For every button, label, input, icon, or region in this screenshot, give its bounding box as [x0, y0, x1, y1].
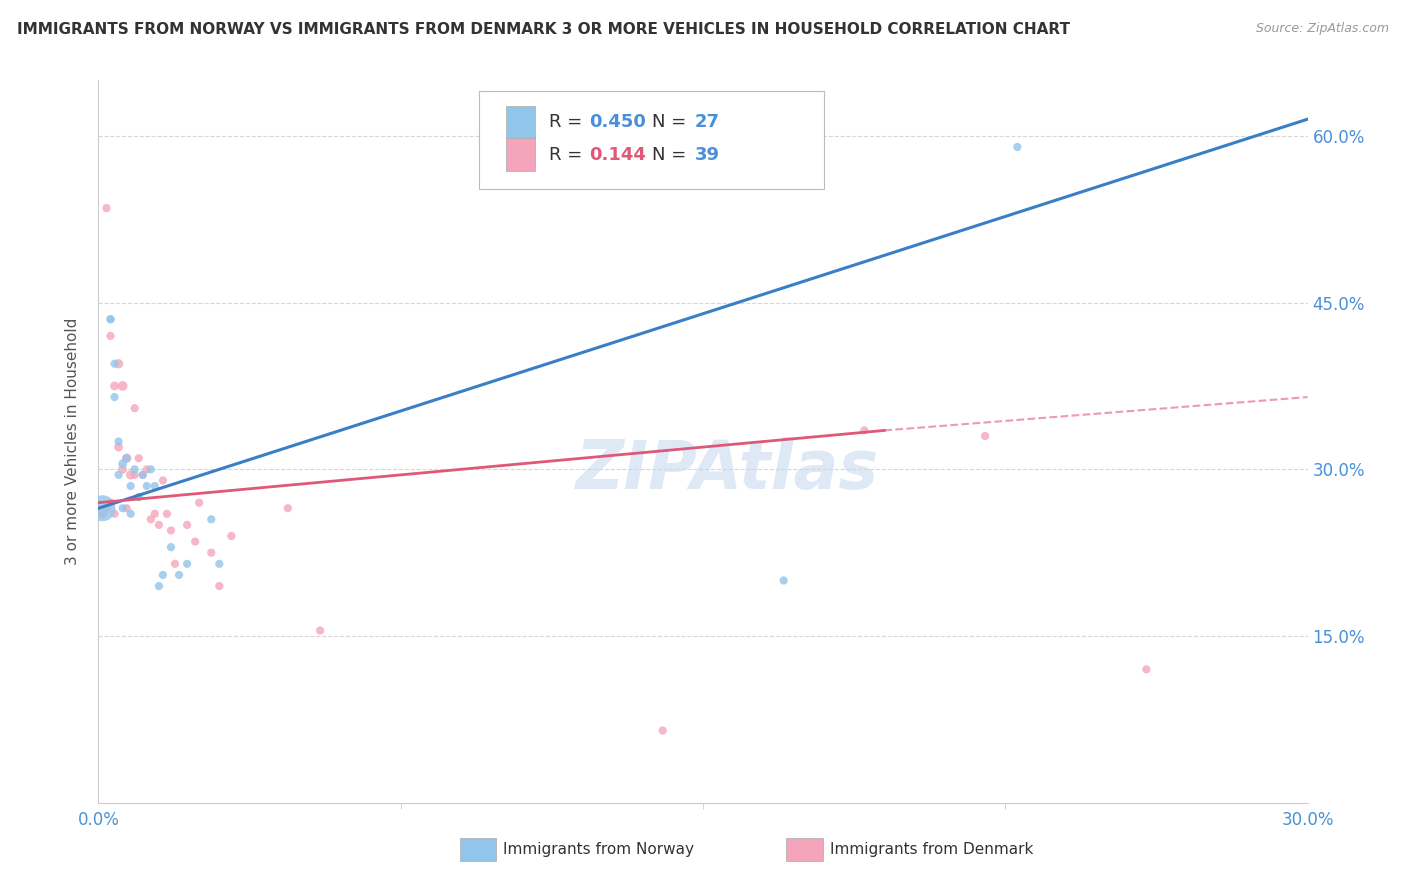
- Point: [208, 557, 231, 571]
- Point: [100, 329, 122, 343]
- Text: Immigrants from Norway: Immigrants from Norway: [503, 842, 695, 856]
- Point: [132, 467, 155, 482]
- Point: [91, 501, 114, 516]
- Y-axis label: 3 or more Vehicles in Household: 3 or more Vehicles in Household: [65, 318, 80, 566]
- Point: [96, 201, 118, 215]
- Point: [111, 457, 134, 471]
- Text: R =: R =: [550, 145, 589, 164]
- Point: [184, 534, 207, 549]
- Text: N =: N =: [652, 145, 692, 164]
- Point: [115, 451, 138, 466]
- Point: [148, 517, 170, 532]
- Point: [221, 529, 243, 543]
- FancyBboxPatch shape: [786, 838, 823, 861]
- Point: [103, 379, 125, 393]
- Point: [100, 312, 122, 326]
- Point: [163, 557, 186, 571]
- Point: [124, 467, 146, 482]
- Point: [139, 462, 162, 476]
- Text: N =: N =: [652, 113, 692, 131]
- Point: [167, 568, 190, 582]
- Point: [132, 467, 155, 482]
- Text: 0.144: 0.144: [589, 145, 647, 164]
- Point: [120, 507, 142, 521]
- Text: Source: ZipAtlas.com: Source: ZipAtlas.com: [1256, 22, 1389, 36]
- Point: [135, 479, 157, 493]
- Point: [103, 357, 125, 371]
- Point: [100, 496, 122, 510]
- Point: [156, 507, 179, 521]
- Point: [96, 501, 118, 516]
- Point: [853, 424, 876, 438]
- Point: [128, 490, 150, 504]
- FancyBboxPatch shape: [479, 91, 824, 189]
- Point: [651, 723, 673, 738]
- FancyBboxPatch shape: [506, 105, 534, 139]
- Point: [115, 451, 138, 466]
- Point: [152, 568, 174, 582]
- Point: [111, 501, 134, 516]
- Text: 0.450: 0.450: [589, 113, 647, 131]
- Point: [139, 512, 162, 526]
- Point: [91, 507, 114, 521]
- Point: [107, 467, 129, 482]
- Point: [100, 312, 122, 326]
- Text: Immigrants from Denmark: Immigrants from Denmark: [830, 842, 1033, 856]
- Point: [309, 624, 332, 638]
- FancyBboxPatch shape: [460, 838, 496, 861]
- Point: [208, 579, 231, 593]
- Point: [143, 507, 166, 521]
- Point: [107, 357, 129, 371]
- Point: [120, 467, 142, 482]
- Point: [772, 574, 794, 588]
- Text: IMMIGRANTS FROM NORWAY VS IMMIGRANTS FROM DENMARK 3 OR MORE VEHICLES IN HOUSEHOL: IMMIGRANTS FROM NORWAY VS IMMIGRANTS FRO…: [17, 22, 1070, 37]
- Point: [277, 501, 299, 516]
- Point: [120, 479, 142, 493]
- Text: ZIPAtlas: ZIPAtlas: [575, 437, 879, 503]
- Point: [124, 401, 146, 416]
- Point: [152, 474, 174, 488]
- Point: [188, 496, 211, 510]
- Point: [107, 440, 129, 454]
- Text: R =: R =: [550, 113, 589, 131]
- Point: [1007, 140, 1029, 154]
- Point: [115, 501, 138, 516]
- Point: [103, 390, 125, 404]
- FancyBboxPatch shape: [506, 138, 534, 171]
- Point: [1135, 662, 1157, 676]
- Point: [103, 507, 125, 521]
- Point: [124, 462, 146, 476]
- Point: [148, 579, 170, 593]
- Point: [107, 434, 129, 449]
- Point: [128, 490, 150, 504]
- Point: [128, 451, 150, 466]
- Point: [111, 462, 134, 476]
- Point: [176, 557, 198, 571]
- Point: [200, 512, 222, 526]
- Point: [160, 524, 183, 538]
- Text: 39: 39: [695, 145, 720, 164]
- Point: [160, 540, 183, 554]
- Point: [974, 429, 997, 443]
- Point: [111, 379, 134, 393]
- Point: [135, 462, 157, 476]
- Text: 27: 27: [695, 113, 720, 131]
- Point: [200, 546, 222, 560]
- Point: [176, 517, 198, 532]
- Point: [143, 479, 166, 493]
